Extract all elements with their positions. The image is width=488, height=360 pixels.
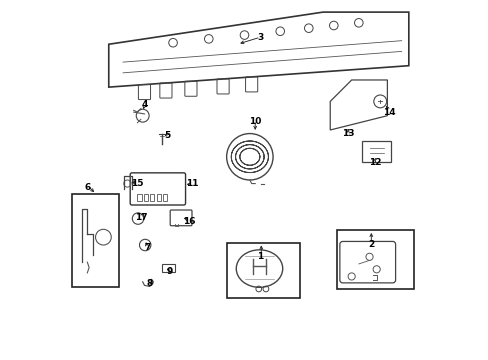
Text: 16: 16 [183,217,195,226]
Text: 8: 8 [146,279,153,288]
Text: 6: 6 [84,183,90,192]
Text: 12: 12 [368,158,380,167]
Bar [226,243,299,298]
Text: 3: 3 [257,33,263,42]
Text: 14: 14 [382,108,395,117]
Text: 2: 2 [367,240,374,249]
Text: 1: 1 [257,252,263,261]
Bar [150,194,154,202]
Text: 7: 7 [144,243,151,252]
Text: 17: 17 [134,213,147,222]
Text: 15: 15 [131,179,143,188]
Bar [156,194,161,202]
Text: 4: 4 [141,100,147,109]
Bar [362,141,390,162]
Bar [72,194,119,287]
Bar [163,194,167,202]
Text: 10: 10 [248,117,261,126]
Text: 13: 13 [341,129,354,138]
Bar [337,230,413,289]
Text: 9: 9 [166,267,172,276]
Bar [162,264,175,272]
Bar [137,194,142,202]
Bar [143,194,148,202]
Text: 11: 11 [186,179,199,188]
Text: 5: 5 [164,131,170,140]
